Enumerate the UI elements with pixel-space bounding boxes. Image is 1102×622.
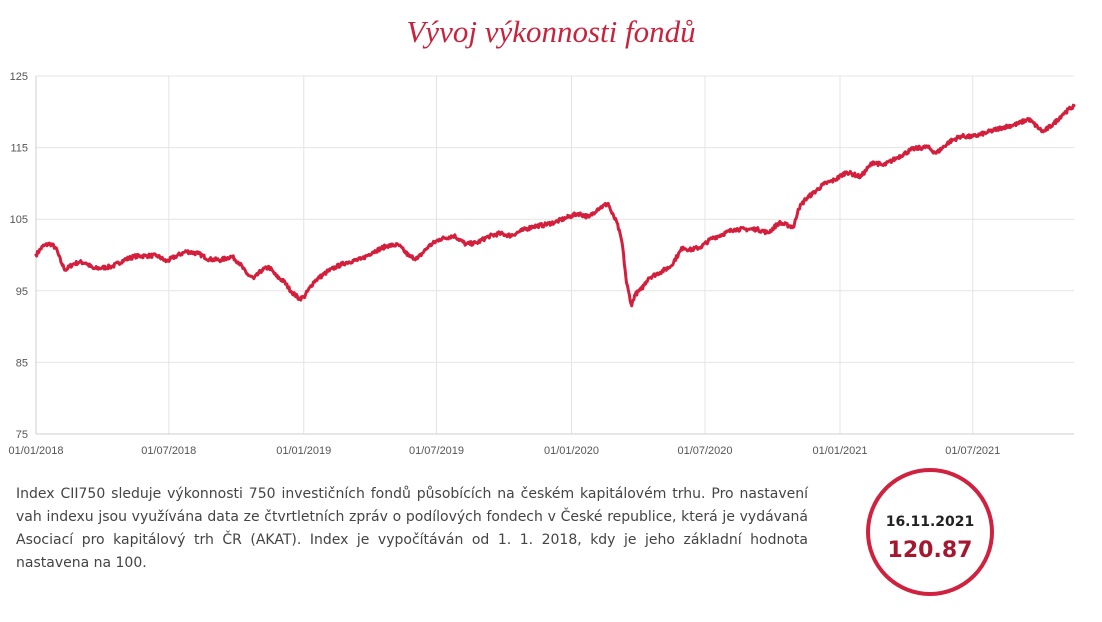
y-tick-label: 75 — [16, 429, 28, 441]
y-tick-label: 95 — [16, 286, 28, 298]
series — [34, 103, 1076, 308]
y-tick-label: 85 — [16, 357, 28, 369]
y-tick-label: 125 — [10, 71, 28, 83]
x-tick-label: 01/07/2020 — [677, 445, 732, 457]
y-tick-label: 105 — [10, 214, 28, 226]
x-tick-label: 01/01/2020 — [544, 445, 599, 457]
axes — [35, 76, 1074, 435]
latest-date: 16.11.2021 — [885, 514, 975, 530]
chart-title: Vývoj výkonnosti fondů — [406, 14, 696, 49]
x-tick-label: 01/01/2021 — [812, 445, 867, 457]
grid — [36, 75, 1074, 435]
latest-value: 120.87 — [887, 538, 973, 563]
y-tick-label: 115 — [10, 143, 28, 155]
y-axis-ticks: 75 85 95 105 115 125 — [10, 71, 28, 441]
latest-value-badge: 16.11.2021 120.87 — [866, 468, 994, 596]
x-tick-label: 01/07/2018 — [141, 445, 196, 457]
index-description: Index CII750 sleduje výkonnosti 750 inve… — [16, 486, 808, 571]
x-tick-label: 01/07/2021 — [945, 445, 1000, 457]
x-tick-label: 01/01/2018 — [8, 445, 63, 457]
x-axis-ticks: 01/01/2018 01/07/2018 01/01/2019 01/07/2019… — [8, 445, 1000, 457]
x-tick-label: 01/07/2019 — [409, 445, 464, 457]
series-line — [34, 103, 1076, 308]
x-tick-label: 01/01/2019 — [276, 445, 331, 457]
